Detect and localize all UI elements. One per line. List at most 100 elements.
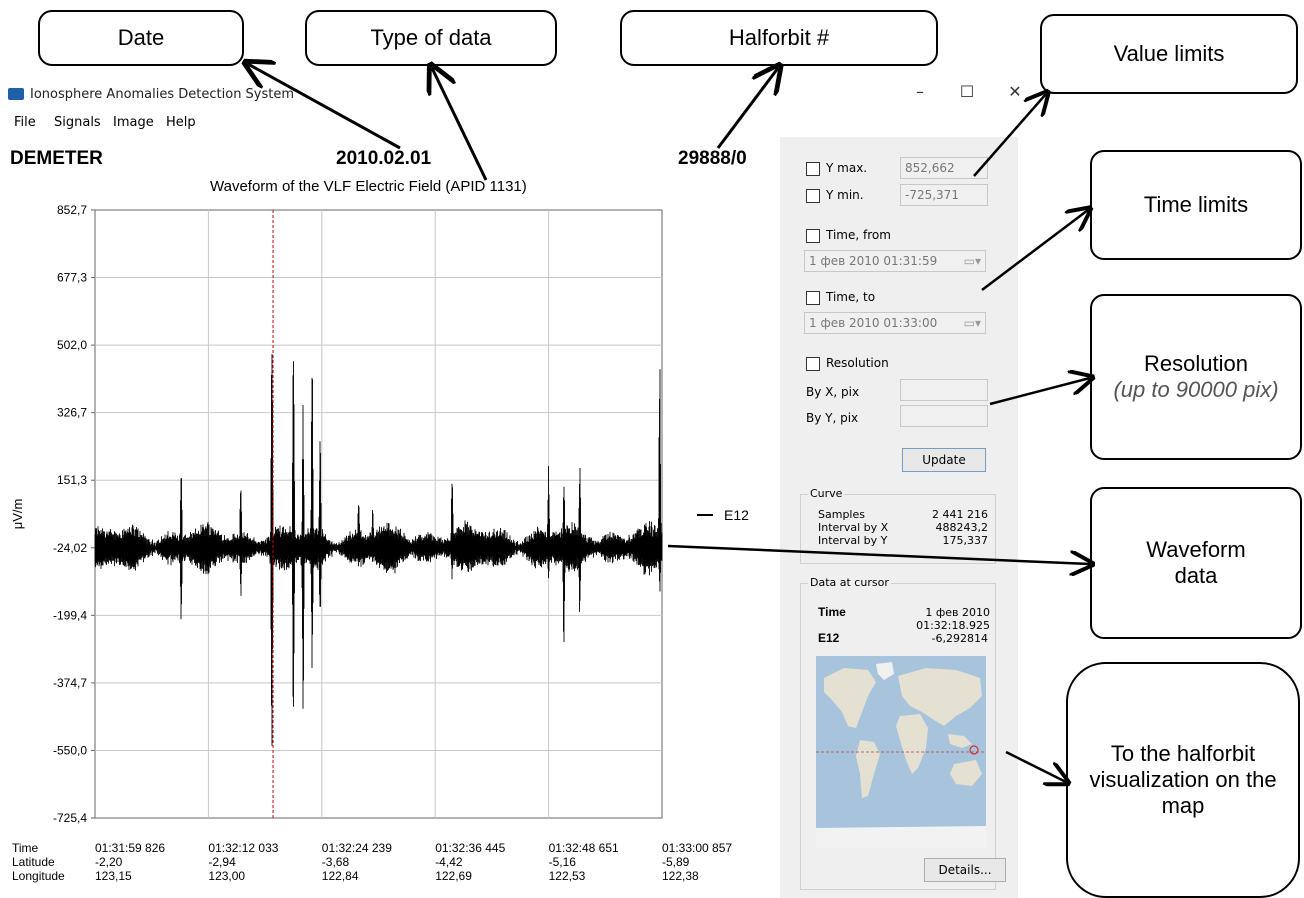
menu-image[interactable]: Image <box>113 115 154 130</box>
cursor-e12-label: E12 <box>818 631 840 645</box>
cursor-group <box>800 583 996 890</box>
callout-map: To the halforbit visualization on the ma… <box>1066 662 1300 898</box>
y-tick-label: 151,3 <box>57 473 87 487</box>
cursor-e12-value: -6,292814 <box>931 632 988 645</box>
details-button[interactable]: Details... <box>924 858 1006 882</box>
legend-line <box>697 514 713 516</box>
satellite-name: DEMETER <box>10 148 103 169</box>
halforbit-label: 29888/0 <box>678 148 747 169</box>
ymax-label: Y max. <box>826 161 868 175</box>
interval-y-value: 175,337 <box>942 534 989 547</box>
callout-halforbit: Halforbit # <box>620 10 938 66</box>
plot-area <box>94 209 663 819</box>
ymin-label: Y min. <box>826 188 864 202</box>
resolution-checkbox[interactable] <box>806 357 820 371</box>
ymin-checkbox[interactable] <box>806 189 820 203</box>
resolution-label: Resolution <box>826 356 889 370</box>
x-tick-time: 01:31:59 826 <box>95 841 165 855</box>
map-land-eurasia <box>898 668 982 726</box>
time-to-label: Time, to <box>826 290 876 304</box>
y-tick-label: -550,0 <box>53 743 87 757</box>
e12-waveform-series <box>94 354 663 746</box>
samples-value: 2 441 216 <box>932 508 988 521</box>
callout-date: Date <box>38 10 244 66</box>
ymax-checkbox[interactable] <box>806 162 820 176</box>
x-tick-latitude: -2,94 <box>208 855 236 869</box>
map-land-greenland <box>876 662 894 680</box>
minimize-button[interactable]: – <box>916 82 924 101</box>
time-to-checkbox[interactable] <box>806 291 820 305</box>
y-tick-label: 677,3 <box>57 271 87 285</box>
y-tick-label: -374,7 <box>53 676 87 690</box>
time-to-value: 1 фев 2010 01:33:00 <box>809 316 938 330</box>
menu-signals[interactable]: Signals <box>54 115 101 130</box>
by-y-input[interactable] <box>900 405 988 427</box>
x-tick-longitude: 122,53 <box>549 869 586 883</box>
calendar-dropdown-icon[interactable]: ▭▾ <box>963 316 981 330</box>
x-tick-time: 01:32:12 033 <box>208 841 278 855</box>
callout-waveform: Waveform data <box>1090 487 1302 639</box>
x-tick-longitude: 123,00 <box>208 869 245 883</box>
map-land-south-america <box>856 740 880 798</box>
legend-label: E12 <box>724 507 749 523</box>
y-tick-label: -725,4 <box>53 811 87 825</box>
x-tick-latitude: -2,20 <box>95 855 123 869</box>
y-tick-label: 326,7 <box>57 406 87 420</box>
x-tick-longitude: 123,15 <box>95 869 132 883</box>
curve-group-title: Curve <box>808 487 845 500</box>
x-tick-longitude: 122,69 <box>435 869 472 883</box>
x-row-label: Time <box>12 841 39 855</box>
x-tick-latitude: -5,16 <box>549 855 577 869</box>
samples-label: Samples <box>818 508 865 521</box>
calendar-dropdown-icon[interactable]: ▭▾ <box>963 254 981 268</box>
x-tick-latitude: -3,68 <box>322 855 350 869</box>
x-tick-time: 01:32:24 239 <box>322 841 392 855</box>
callout-time-limits: Time limits <box>1090 150 1302 260</box>
close-button[interactable]: ✕ <box>1008 82 1022 101</box>
x-tick-time: 01:32:36 445 <box>435 841 505 855</box>
time-from-value: 1 фев 2010 01:31:59 <box>809 254 938 268</box>
y-tick-label: 502,0 <box>57 338 87 352</box>
time-from-checkbox[interactable] <box>806 229 820 243</box>
menu-help[interactable]: Help <box>166 115 196 130</box>
y-tick-label: 852,7 <box>57 203 87 217</box>
by-x-input[interactable] <box>900 379 988 401</box>
cursor-group-title: Data at cursor <box>808 576 891 589</box>
halforbit-map[interactable] <box>816 656 986 848</box>
callout-value-limits: Value limits <box>1040 14 1298 94</box>
ymin-input[interactable]: -725,371 <box>900 184 988 206</box>
x-tick-latitude: -5,89 <box>662 855 690 869</box>
y-tick-label: -199,4 <box>53 608 87 622</box>
y-axis-label: μV/m <box>10 499 25 530</box>
callout-resolution: Resolution (up to 90000 pix) <box>1090 294 1302 460</box>
callout-resolution-note: (up to 90000 pix) <box>1113 377 1279 402</box>
x-tick-longitude: 122,38 <box>662 869 699 883</box>
map-land-africa <box>896 714 928 774</box>
x-tick-longitude: 122,84 <box>322 869 359 883</box>
time-from-picker[interactable]: 1 фев 2010 01:31:59 ▭▾ <box>804 250 986 272</box>
update-button[interactable]: Update <box>902 448 986 472</box>
x-tick-time: 01:32:48 651 <box>549 841 619 855</box>
map-land-antarctica <box>816 826 986 848</box>
interval-y-label: Interval by Y <box>818 534 888 547</box>
date-label: 2010.02.01 <box>336 148 432 169</box>
map-land-indonesia <box>948 734 972 748</box>
title-bar <box>0 80 1040 110</box>
callout-type-of-data: Type of data <box>305 10 557 66</box>
time-to-picker[interactable]: 1 фев 2010 01:33:00 ▭▾ <box>804 312 986 334</box>
menu-file[interactable]: File <box>14 115 36 130</box>
waveform-chart[interactable]: 852,7 677,3 502,0 326,7 151,3 -24,02 -199,4 -37… <box>0 195 780 885</box>
chart-title: Waveform of the VLF Electric Field (APID… <box>210 178 527 195</box>
interval-x-value: 488243,2 <box>935 521 989 534</box>
x-tick-latitude: -4,42 <box>435 855 463 869</box>
map-land-australia <box>950 760 982 786</box>
window-title: Ionosphere Anomalies Detection System <box>30 87 295 102</box>
interval-x-label: Interval by X <box>818 521 889 534</box>
maximize-button[interactable]: ☐ <box>959 82 975 101</box>
map-orbit-marker <box>969 745 979 755</box>
by-x-label: By X, pix <box>806 385 860 399</box>
cursor-time-label: Time <box>818 605 846 619</box>
ymax-input[interactable]: 852,662 <box>900 157 988 179</box>
by-y-label: By Y, pix <box>806 411 859 425</box>
x-row-label: Latitude <box>12 855 55 869</box>
